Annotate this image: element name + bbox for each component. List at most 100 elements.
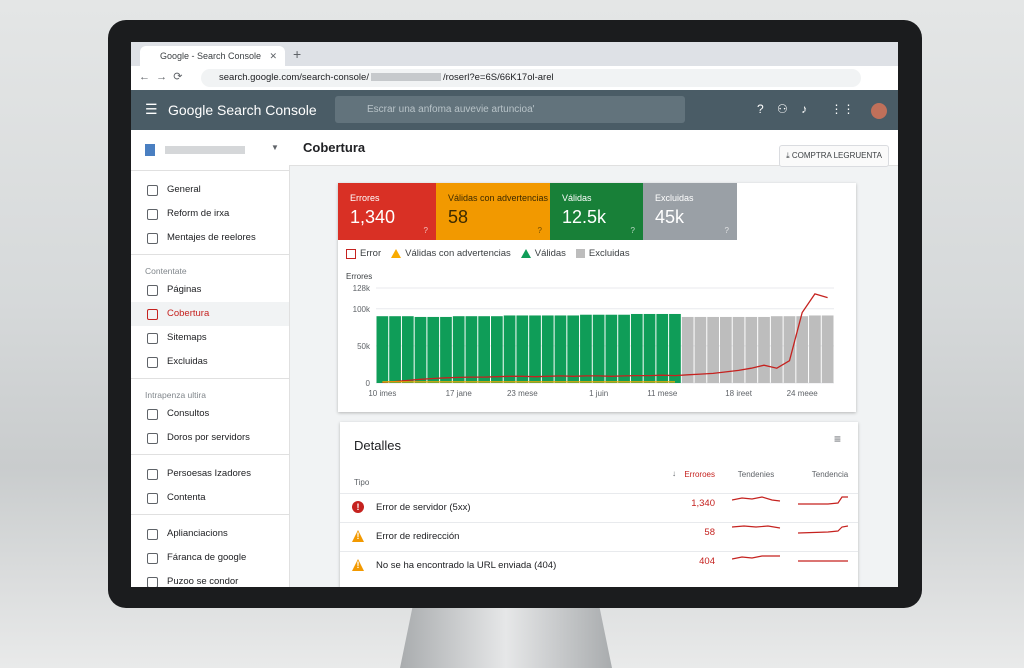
bar [516, 315, 529, 383]
bar [401, 316, 414, 383]
sparkline [798, 560, 848, 562]
sidebar-item[interactable]: Cobertura [131, 302, 289, 326]
browser-tab[interactable]: Google - Search Console ✕ [140, 46, 285, 66]
row-divider [340, 551, 858, 552]
sort-arrow: ↓ [672, 469, 676, 478]
kpi-card[interactable]: Excluidas 45k? [643, 183, 737, 240]
sidebar-item[interactable]: Excluidas [131, 350, 289, 374]
menu-icon[interactable]: ☰ [145, 101, 158, 117]
bar [605, 314, 618, 383]
y-tick-label: 100k [353, 305, 371, 314]
sparkline-path [732, 525, 781, 529]
header-icons[interactable]: ? ⚇ ♪ ⋮⋮ [757, 102, 855, 116]
x-tick-label: 1 juin [589, 389, 608, 398]
dropdown[interactable]: ▼ [271, 143, 279, 152]
new-tab[interactable]: + [293, 46, 302, 62]
sidebar: ▼ General Reform de irxa Mentajes de reelo… [131, 130, 290, 587]
bar [821, 315, 834, 383]
sidebar-icon [147, 285, 158, 296]
sparkline [732, 525, 781, 529]
filter-icon[interactable]: ≡ [834, 432, 842, 446]
kpi-label: Válidas [562, 193, 592, 203]
sidebar-divider [131, 454, 289, 455]
status-icon: ! [352, 559, 364, 571]
sidebar-item[interactable]: Páginas [131, 278, 289, 302]
bar [491, 316, 503, 383]
kpi-value: 58 [448, 207, 469, 227]
kpi-card[interactable]: Errores 1,340? [338, 183, 436, 240]
kpi-label: Errores [350, 193, 380, 203]
search-placeholder: Escrar una anfoma auvevie artuncioa' [367, 104, 535, 115]
sidebar-icon [147, 309, 158, 320]
kpi-card[interactable]: Válidas con advertencias 58? [436, 183, 550, 240]
legend-item[interactable]: Excluidas [575, 248, 630, 259]
monitor-stand [400, 606, 612, 668]
sidebar-item[interactable]: Aplianciacions [131, 522, 289, 546]
details-card: Detalles ≡ Tipo Erroroes Tendenies Tendenci… [340, 422, 858, 587]
sidebar-item[interactable]: Consultos [131, 402, 289, 426]
bar [376, 316, 389, 383]
row-type[interactable]: Error de redirección [376, 531, 460, 542]
sidebar-label: Doros por servidors [167, 432, 250, 443]
bar [745, 316, 758, 383]
sidebar-item[interactable]: Mentajes de reelores [131, 226, 289, 250]
export-button[interactable]: ⤓ COMPTRA LEGRUENTA [779, 145, 889, 167]
sidebar-item[interactable]: Reform de irxa [131, 202, 289, 226]
sidebar-label: Puzoo se condor [167, 576, 239, 587]
tab-close[interactable]: ✕ [269, 51, 277, 61]
bar [758, 316, 770, 383]
nav-buttons[interactable]: ← → ⟳ [139, 71, 183, 83]
sidebar-label: General [167, 184, 201, 195]
sidebar-label: Aplianciacions [167, 528, 228, 539]
bar [567, 315, 580, 383]
sidebar-item[interactable]: Contenta [131, 486, 289, 510]
line-series [382, 293, 828, 383]
kpi-card[interactable]: Válidas 12.5k? [550, 183, 643, 240]
legend-label: Excluidas [588, 248, 630, 259]
property-blur[interactable] [165, 146, 245, 154]
sidebar-item[interactable]: General [131, 178, 289, 202]
sidebar-group-title: Intrapenza ultira [145, 390, 206, 400]
legend-item[interactable]: Válidas con advertencias [391, 248, 511, 259]
sidebar-icon [147, 529, 158, 540]
page-title: Cobertura [303, 140, 366, 155]
legend-item[interactable]: Error [346, 248, 381, 259]
sidebar-item[interactable]: Puzoo se condor [131, 570, 289, 587]
bar [414, 316, 427, 383]
sidebar-icon [147, 185, 158, 196]
bar [503, 315, 516, 383]
sidebar-item[interactable]: Sitemaps [131, 326, 289, 350]
sidebar-item[interactable]: Doros por servidors [131, 426, 289, 450]
sidebar-item[interactable]: Fáranca de google [131, 546, 289, 570]
chart: Errores 0 50k 100k 128k 10 imes 17 jane 23 mese… [346, 272, 834, 398]
kpi-help: ? [537, 226, 542, 235]
url-field[interactable]: search.google.com/search-console/ /roserl… [201, 69, 861, 87]
row-divider [340, 493, 858, 494]
bar [681, 316, 694, 383]
row-type[interactable]: No se ha encontrado la URL enviada (404) [376, 560, 557, 571]
sparkline-path [732, 496, 781, 502]
bar [707, 316, 719, 383]
url-tail: /roserl?e=6S/66K17ol-arel [442, 72, 554, 83]
sidebar-icon [147, 409, 158, 420]
bar [732, 316, 745, 383]
sidebar-icon [147, 577, 158, 587]
row-type[interactable]: Error de servidor (5xx) [376, 502, 471, 513]
row-divider [340, 522, 858, 523]
column-header: Erroroes [684, 470, 715, 479]
bar [465, 316, 478, 383]
sidebar-icon [147, 493, 158, 504]
bar [541, 315, 554, 383]
avatar[interactable] [871, 103, 887, 119]
legend-swatch [575, 249, 585, 258]
sidebar-icon [147, 553, 158, 564]
bar [669, 313, 681, 383]
sparkline-path [798, 525, 848, 534]
search-box[interactable]: Escrar una anfoma auvevie artuncioa' [335, 96, 685, 123]
title-bar: Cobertura ⤓ COMPTRA LEGRUENTA [289, 130, 898, 167]
x-tick-label: 24 meee [787, 389, 819, 398]
property-icon [145, 144, 155, 156]
legend-item[interactable]: Válidas [520, 248, 566, 259]
sidebar-item[interactable]: Persoesas Izadores [131, 462, 289, 486]
